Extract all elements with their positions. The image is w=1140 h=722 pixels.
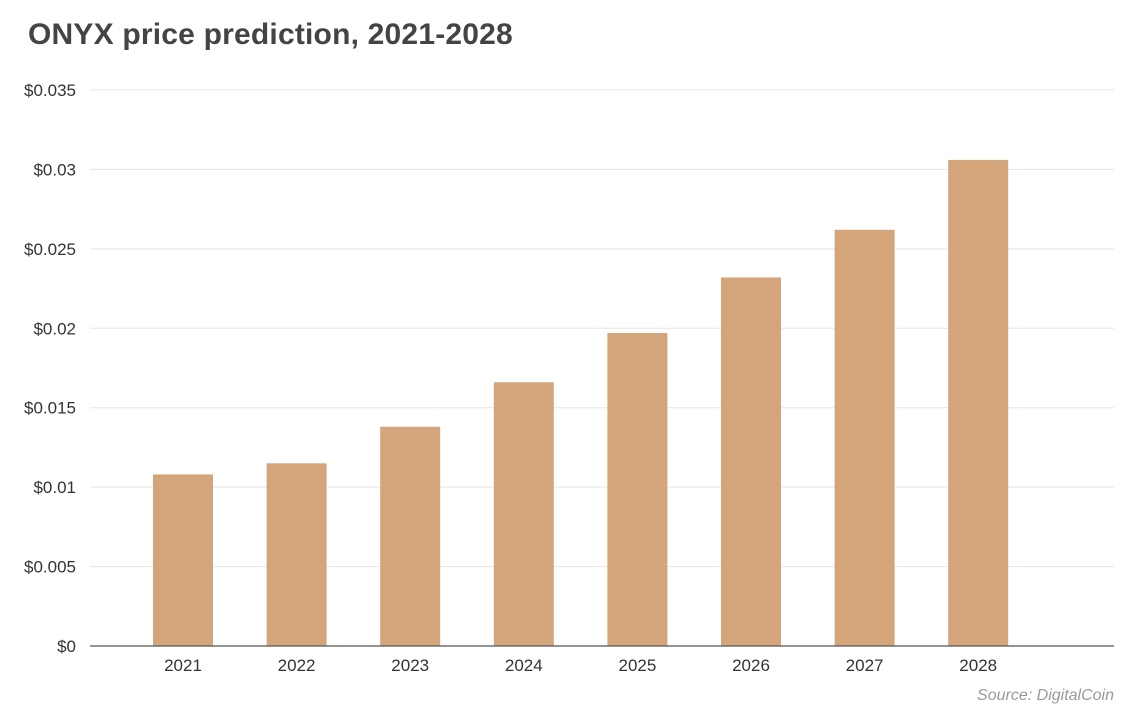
bars xyxy=(153,159,1009,646)
y-tick-label: $0 xyxy=(57,637,76,656)
y-tick-label: $0.015 xyxy=(24,399,76,418)
bar-2023 xyxy=(380,426,441,646)
bar-2021 xyxy=(153,474,213,646)
y-tick-label: $0.03 xyxy=(33,160,76,179)
x-tick-label: 2024 xyxy=(505,656,543,675)
grid-lines xyxy=(90,89,1114,568)
x-tick-label: 2022 xyxy=(278,656,316,675)
bar-2026 xyxy=(721,277,781,646)
x-tick-label: 2021 xyxy=(164,656,202,675)
y-tick-label: $0.025 xyxy=(24,240,76,259)
x-tick-label: 2025 xyxy=(618,656,656,675)
y-tick-label: $0.02 xyxy=(33,319,76,338)
bar-2022 xyxy=(266,463,327,646)
x-tick-label: 2028 xyxy=(959,656,997,675)
x-axis-tick-labels: 2021 2022 2023 2024 2025 2026 2027 2028 xyxy=(164,656,997,675)
x-tick-label: 2026 xyxy=(732,656,770,675)
y-axis-tick-labels: $0 $0.005 $0.01 $0.015 $0.02 $0.025 $0.03 $0.03… xyxy=(24,81,76,656)
chart-title: ONYX price prediction, 2021-2028 xyxy=(28,18,513,51)
bar-2024 xyxy=(493,382,554,646)
source-note: Source: DigitalCoin xyxy=(977,687,1114,704)
bar-2025 xyxy=(607,333,668,646)
x-tick-label: 2023 xyxy=(391,656,429,675)
y-tick-label: $0.005 xyxy=(24,558,76,577)
bar-2027 xyxy=(834,229,895,646)
y-tick-label: $0.01 xyxy=(33,478,76,497)
y-tick-label: $0.035 xyxy=(24,81,76,100)
x-tick-label: 2027 xyxy=(846,656,884,675)
bar-2028 xyxy=(948,159,1009,646)
